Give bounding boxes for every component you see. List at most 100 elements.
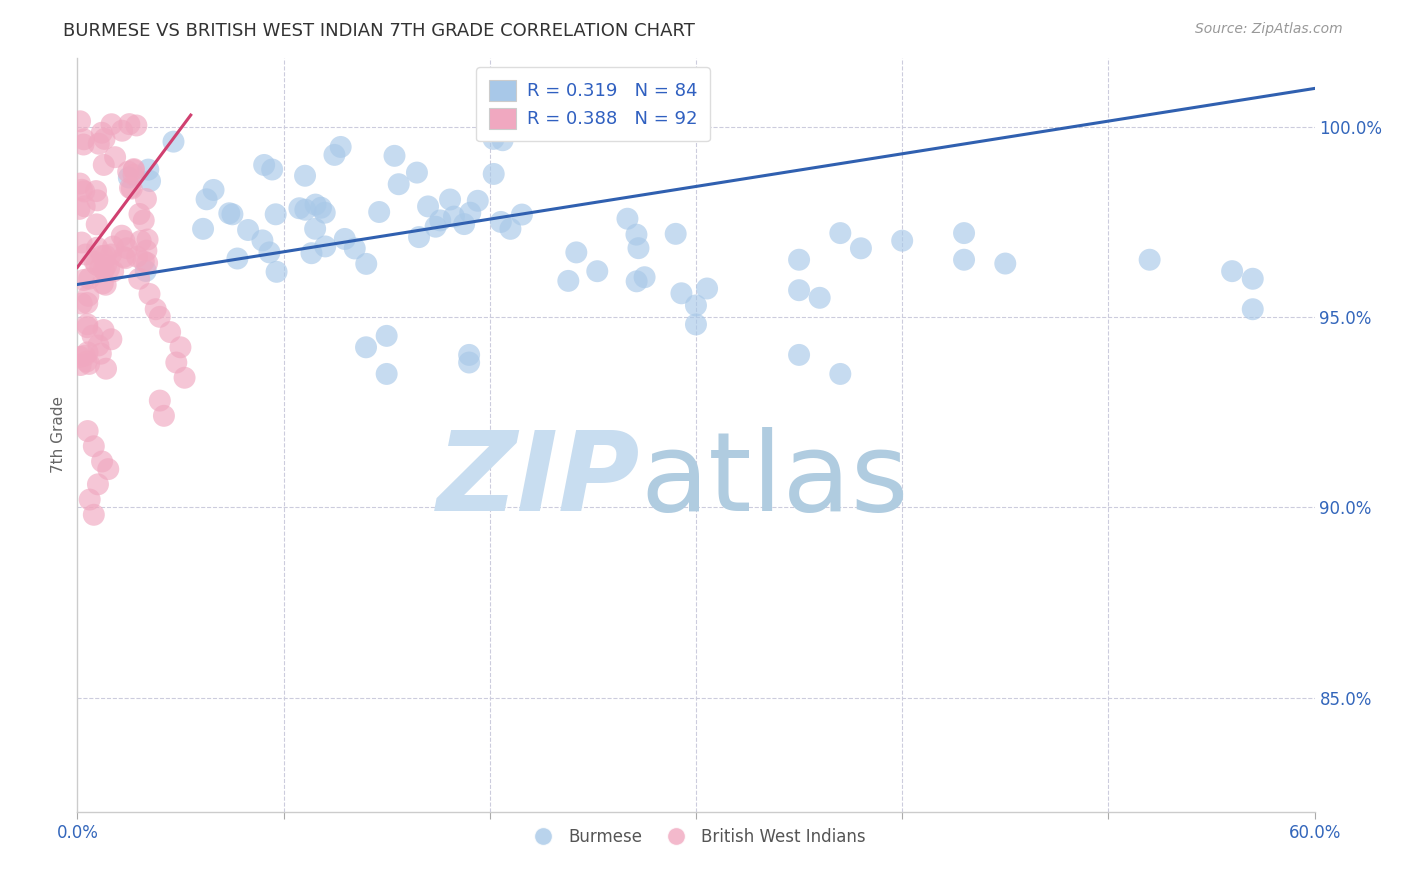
Point xyxy=(665,227,688,241)
Point xyxy=(1139,252,1161,267)
Point xyxy=(627,241,650,255)
Point xyxy=(94,361,117,376)
Point xyxy=(671,286,693,301)
Point xyxy=(159,325,181,339)
Point xyxy=(112,234,135,248)
Point xyxy=(98,261,121,276)
Point xyxy=(406,165,429,179)
Point xyxy=(633,270,655,285)
Point xyxy=(145,302,167,317)
Point xyxy=(83,254,105,268)
Point xyxy=(266,265,288,279)
Point xyxy=(139,174,162,188)
Point xyxy=(510,208,533,222)
Point xyxy=(429,213,451,227)
Point xyxy=(86,258,108,272)
Point xyxy=(90,346,112,360)
Point xyxy=(482,132,505,146)
Point xyxy=(79,492,101,507)
Point xyxy=(73,199,96,213)
Point xyxy=(73,132,96,146)
Point xyxy=(685,318,707,332)
Point xyxy=(136,256,159,270)
Point xyxy=(252,234,274,248)
Point xyxy=(136,162,159,177)
Point xyxy=(1241,302,1264,317)
Point xyxy=(375,329,398,343)
Point xyxy=(76,318,98,332)
Point xyxy=(77,289,100,303)
Point xyxy=(891,234,914,248)
Point xyxy=(162,135,184,149)
Point xyxy=(73,185,96,199)
Point xyxy=(226,252,249,266)
Point xyxy=(354,257,377,271)
Point xyxy=(91,249,114,263)
Point xyxy=(416,199,439,213)
Point xyxy=(259,245,281,260)
Point xyxy=(84,184,107,198)
Point xyxy=(94,259,117,273)
Point xyxy=(388,178,411,192)
Point xyxy=(104,150,127,164)
Point xyxy=(329,140,352,154)
Point xyxy=(1220,264,1243,278)
Point xyxy=(443,210,465,224)
Point xyxy=(121,181,143,195)
Point xyxy=(111,228,134,243)
Point xyxy=(129,234,152,248)
Point xyxy=(343,242,366,256)
Point xyxy=(73,273,96,287)
Point xyxy=(100,332,122,346)
Point xyxy=(294,202,316,217)
Point xyxy=(75,247,97,261)
Point xyxy=(135,192,157,206)
Point xyxy=(89,260,111,274)
Point xyxy=(458,205,481,219)
Point xyxy=(191,222,214,236)
Legend: Burmese, British West Indians: Burmese, British West Indians xyxy=(520,821,872,853)
Point xyxy=(221,207,243,221)
Point xyxy=(491,133,513,147)
Point xyxy=(87,338,110,352)
Point xyxy=(173,370,195,384)
Point xyxy=(135,264,157,278)
Y-axis label: 7th Grade: 7th Grade xyxy=(51,396,66,474)
Point xyxy=(69,350,91,364)
Point xyxy=(86,218,108,232)
Point xyxy=(118,181,141,195)
Point xyxy=(69,114,91,128)
Point xyxy=(304,221,326,235)
Text: ZIP: ZIP xyxy=(437,426,640,533)
Point xyxy=(384,149,406,163)
Point xyxy=(135,244,157,258)
Point xyxy=(499,222,522,236)
Point xyxy=(323,148,346,162)
Point xyxy=(100,247,122,261)
Point xyxy=(333,232,356,246)
Point xyxy=(91,277,114,291)
Point xyxy=(69,177,91,191)
Point xyxy=(93,262,115,277)
Point xyxy=(830,367,852,381)
Point xyxy=(262,162,284,177)
Point xyxy=(586,264,609,278)
Point xyxy=(67,202,90,216)
Point xyxy=(77,357,100,371)
Point xyxy=(127,250,149,264)
Point xyxy=(288,201,311,215)
Text: BURMESE VS BRITISH WEST INDIAN 7TH GRADE CORRELATION CHART: BURMESE VS BRITISH WEST INDIAN 7TH GRADE… xyxy=(63,22,695,40)
Point xyxy=(685,298,707,312)
Point xyxy=(125,119,148,133)
Point xyxy=(304,197,326,211)
Point xyxy=(149,310,172,324)
Point xyxy=(994,256,1017,270)
Point xyxy=(138,287,160,301)
Point xyxy=(94,277,117,292)
Point xyxy=(122,162,145,177)
Point xyxy=(453,217,475,231)
Point xyxy=(76,345,98,359)
Point xyxy=(565,245,588,260)
Point xyxy=(76,424,98,438)
Point xyxy=(368,205,391,219)
